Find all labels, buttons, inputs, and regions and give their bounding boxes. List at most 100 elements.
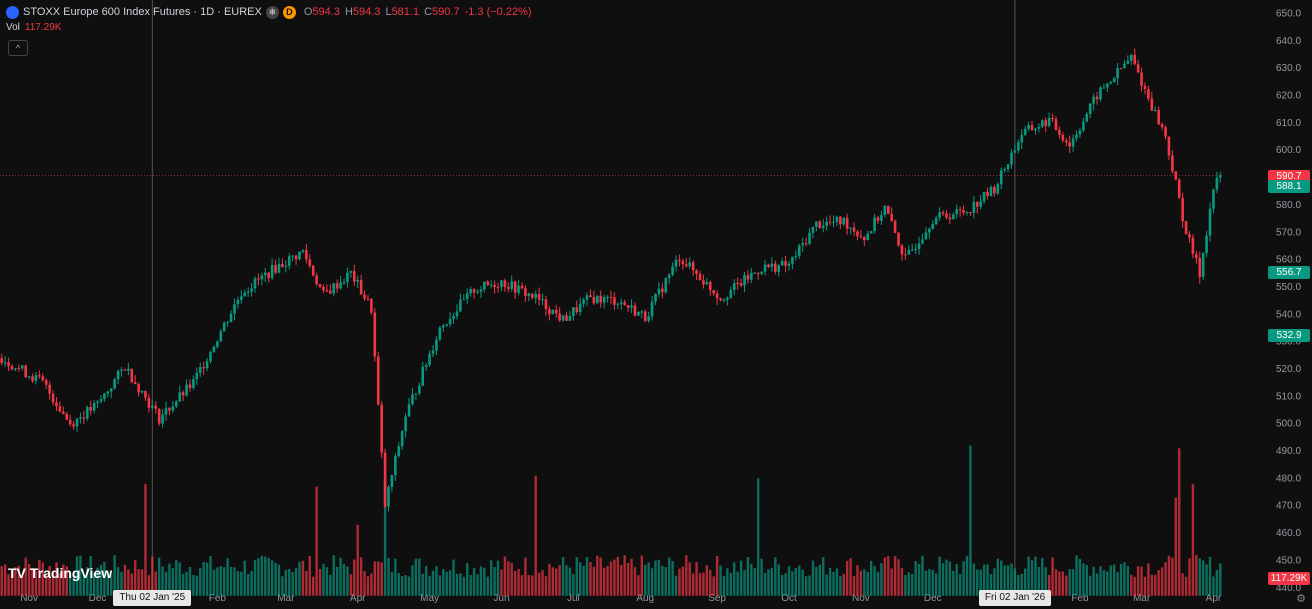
volume-bar xyxy=(86,567,89,596)
volume-bar xyxy=(1147,563,1150,596)
volume-bar xyxy=(1034,556,1037,596)
volume-bar xyxy=(1160,567,1164,596)
candle-body xyxy=(739,283,743,286)
volume-bar xyxy=(969,445,972,596)
volume-bar xyxy=(359,557,363,596)
volume-bar xyxy=(674,575,678,596)
candle-body xyxy=(869,231,873,234)
y-tick-label: 560.0 xyxy=(1276,255,1301,266)
candle-body xyxy=(647,316,650,321)
volume-bar xyxy=(719,565,722,596)
y-tick-label: 470.0 xyxy=(1276,501,1301,512)
candle-body xyxy=(226,321,229,323)
volume-bar xyxy=(373,561,377,596)
volume-bar xyxy=(520,575,524,596)
symbol-title[interactable]: STOXX Europe 600 Index Futures · 1D · EU… xyxy=(23,6,262,18)
volume-bar xyxy=(873,566,876,596)
volume-bar xyxy=(312,576,315,596)
candle-body xyxy=(873,217,876,232)
candle-body xyxy=(804,243,808,245)
candle-body xyxy=(346,272,349,283)
candle-body xyxy=(359,280,363,295)
volume-bar xyxy=(469,574,472,596)
delayed-data-badge[interactable]: D xyxy=(282,5,296,19)
candle-body xyxy=(565,315,568,321)
volume-bar xyxy=(743,570,746,596)
collapse-legend-icon[interactable]: ^ xyxy=(8,40,28,56)
candle-body xyxy=(993,187,996,194)
volume-bar xyxy=(763,572,767,596)
volume-bar xyxy=(924,570,928,596)
volume-bar xyxy=(1143,576,1147,596)
chart-settings-icon[interactable]: ⚙ xyxy=(1296,593,1306,605)
volume-bar xyxy=(79,555,82,596)
volume-bar xyxy=(1102,570,1106,596)
volume-bar xyxy=(48,565,51,596)
candle-body xyxy=(1123,63,1126,69)
volume-bar xyxy=(1150,574,1154,596)
volume-bar xyxy=(952,570,955,596)
snowflake-icon[interactable]: ❄ xyxy=(265,5,279,19)
candle-body xyxy=(161,414,164,424)
candle-body xyxy=(852,227,856,232)
volume-bar xyxy=(291,572,294,596)
volume-bar xyxy=(240,571,243,596)
candle-body xyxy=(643,311,647,321)
y-tick-label: 450.0 xyxy=(1276,555,1301,566)
volume-bar xyxy=(1201,560,1205,596)
volume-bar xyxy=(137,569,140,596)
y-tick-label: 500.0 xyxy=(1276,419,1301,430)
x-tick-label: Dec xyxy=(89,593,107,604)
volume-bar xyxy=(308,555,311,596)
volume-bar xyxy=(856,565,859,596)
candle-body xyxy=(808,232,811,244)
candle-body xyxy=(342,282,346,284)
volume-bar xyxy=(685,555,688,596)
candle-body xyxy=(352,271,356,282)
candle-body xyxy=(1119,67,1123,69)
candle-body xyxy=(633,305,637,316)
candle-body xyxy=(582,299,585,304)
candle-body xyxy=(736,283,739,285)
volume-bar xyxy=(561,557,565,596)
volume-bar xyxy=(1065,575,1068,596)
candle-body xyxy=(849,227,852,229)
tradingview-logo[interactable]: TV TradingView xyxy=(8,565,113,581)
candle-body xyxy=(92,402,96,411)
volume-bar xyxy=(448,570,452,596)
volume-bar xyxy=(1017,574,1020,596)
candle-body xyxy=(883,205,887,215)
volume-bar xyxy=(380,562,383,596)
candle-body xyxy=(1191,237,1195,255)
volume-bar xyxy=(1112,564,1116,596)
candle-body xyxy=(975,201,979,207)
volume-bar xyxy=(667,557,671,596)
candle-body xyxy=(688,262,692,267)
candle-body xyxy=(181,392,185,396)
volume-bar xyxy=(257,558,260,596)
price-tag: 117.29K xyxy=(1268,572,1310,586)
candle-body xyxy=(897,232,900,246)
candle-body xyxy=(729,290,733,298)
volume-bar xyxy=(110,573,113,596)
candle-body xyxy=(623,302,626,306)
candle-body xyxy=(257,278,260,280)
volume-bar xyxy=(113,555,116,596)
candle-body xyxy=(246,291,250,293)
volume-bar xyxy=(38,559,41,596)
candle-body xyxy=(609,296,613,298)
volume-bar xyxy=(702,572,705,596)
volume-bar xyxy=(3,564,7,596)
volume-bar xyxy=(281,576,284,596)
candle-body xyxy=(1195,254,1198,258)
candle-body xyxy=(452,316,455,319)
candle-body xyxy=(1212,189,1215,209)
volume-bar xyxy=(58,573,62,596)
volume-bar xyxy=(188,567,192,596)
candle-body xyxy=(825,221,828,226)
candle-body xyxy=(0,358,4,363)
x-tick-label: Nov xyxy=(20,593,38,604)
y-tick-label: 460.0 xyxy=(1276,528,1301,539)
candle-body xyxy=(719,298,722,301)
